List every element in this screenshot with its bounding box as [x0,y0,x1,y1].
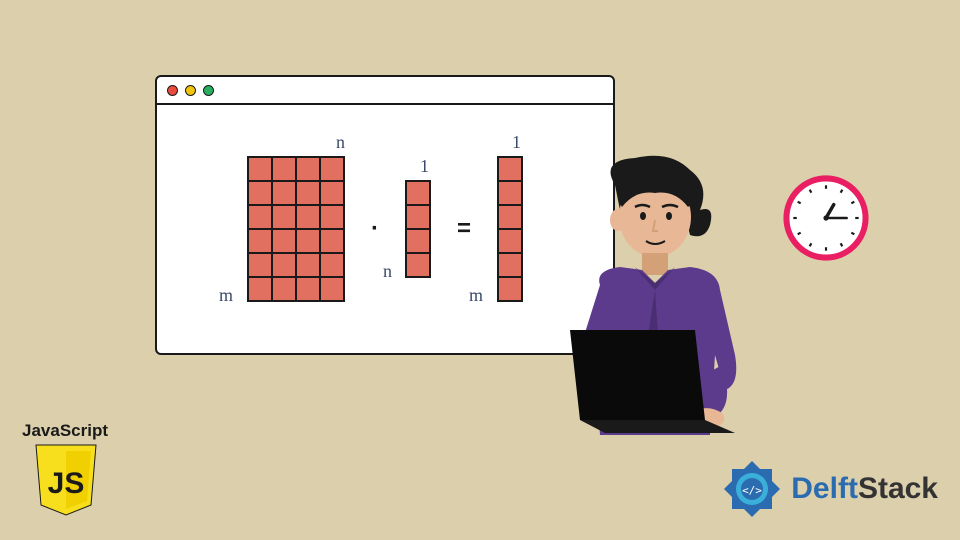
delft-word: Delft [791,472,858,505]
label-m-bottom-c: m [469,285,483,306]
label-m-bottom: m [219,285,233,306]
delftstack-text: DelftStack [791,472,938,506]
stack-word: Stack [858,472,938,505]
clock-icon [783,175,869,261]
dot-operator: · [371,215,379,243]
close-dot [167,85,178,96]
label-n-bottom: n [383,261,392,282]
min-dot [185,85,196,96]
equals-operator: = [457,215,471,243]
matrix-c-group: 1 m [497,156,523,302]
label-n-top: n [336,132,345,153]
delftstack-badge-icon: </> [721,458,783,520]
js-shield-icon: JS [32,443,100,517]
matrix-b-group: 1 n [405,180,431,278]
delftstack-logo: </> DelftStack [721,458,938,520]
javascript-logo: JavaScript JS [22,421,114,522]
svg-text:JS: JS [48,467,85,500]
js-label: JavaScript [22,421,114,441]
svg-text:</>: </> [742,484,762,497]
label-1-top-c: 1 [512,132,521,153]
person-illustration [540,155,780,465]
label-1-top: 1 [420,156,429,177]
matrix-a-group: n m [247,156,345,302]
max-dot [203,85,214,96]
matrix-a [247,156,345,302]
titlebar [157,77,613,105]
matrix-c [497,156,523,302]
matrix-b [405,180,431,278]
